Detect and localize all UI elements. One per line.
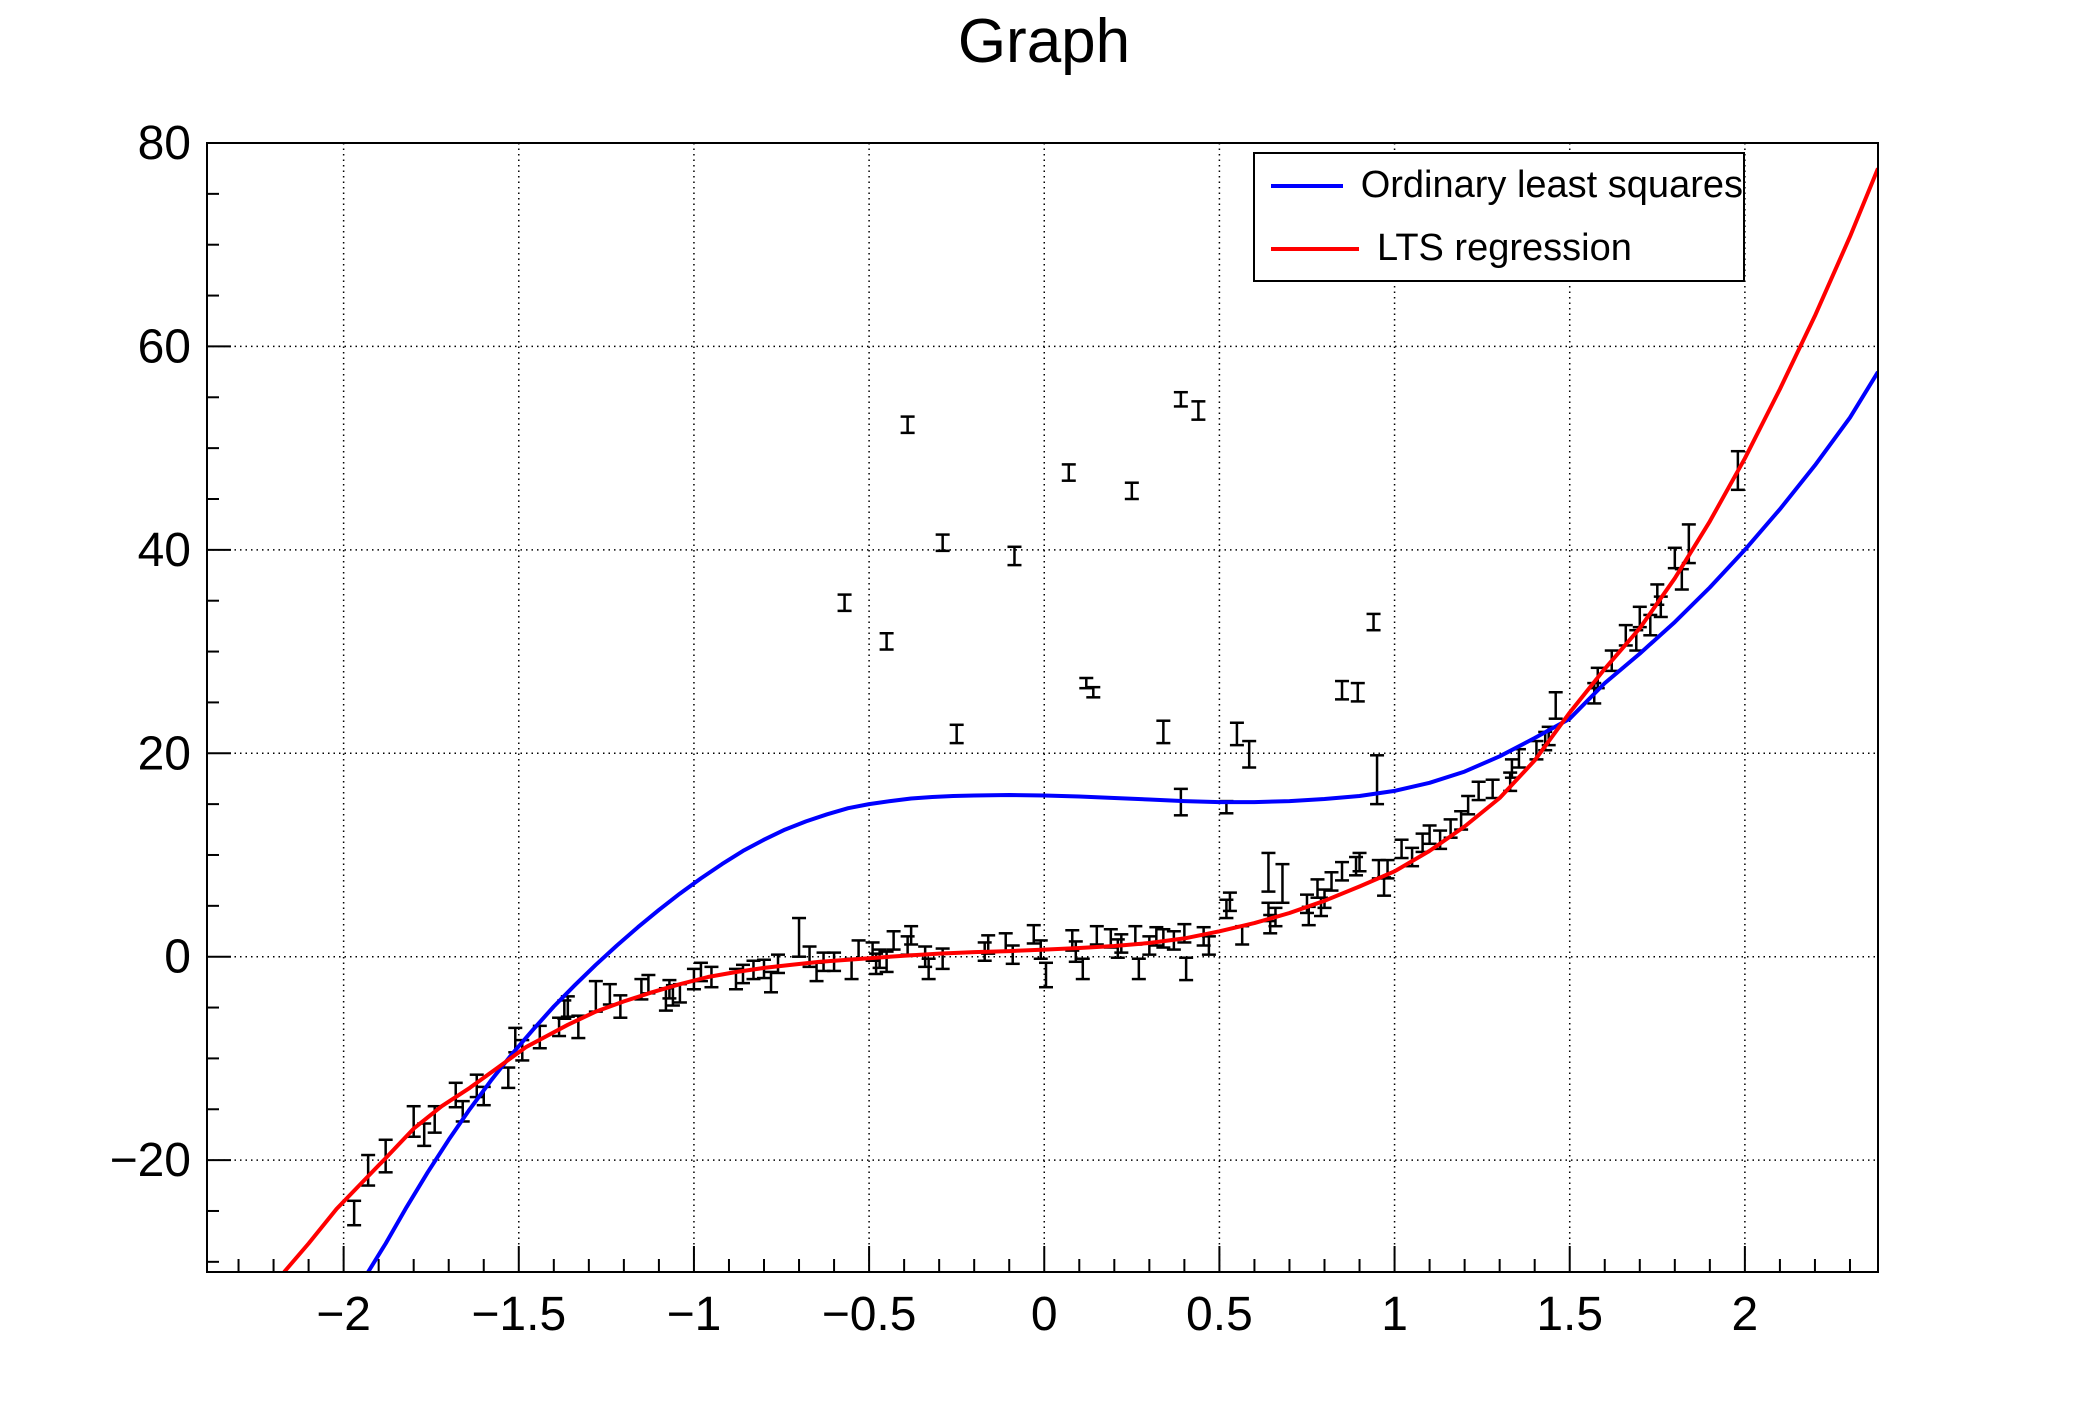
plot-frame [206, 142, 1879, 1273]
legend-item-lts: LTS regression [1255, 217, 1743, 280]
y-axis-label: 80 [138, 117, 191, 170]
x-axis-label: −1.5 [471, 1288, 566, 1341]
lts-curve [282, 167, 1878, 1272]
lts-line-swatch [1271, 246, 1359, 251]
legend-label-ols: Ordinary least squares [1360, 164, 1743, 206]
y-axis-label: −20 [110, 1134, 191, 1187]
x-axis-label: 1.5 [1536, 1288, 1603, 1341]
x-axis-label: −1 [667, 1288, 722, 1341]
legend-box: Ordinary least squares LTS regression [1253, 152, 1745, 282]
y-axis-label: 40 [138, 524, 191, 577]
x-axis-label: 1 [1381, 1288, 1408, 1341]
ols-line-swatch [1271, 183, 1343, 188]
x-axis-label: −0.5 [822, 1288, 917, 1341]
chart-title: Graph [957, 7, 1131, 76]
legend-label-lts: LTS regression [1377, 227, 1632, 269]
x-axis-label: 2 [1732, 1288, 1759, 1341]
ols-curve [366, 370, 1878, 1272]
x-axis-label: 0 [1031, 1288, 1058, 1341]
legend-item-ols: Ordinary least squares [1255, 154, 1743, 217]
y-axis-label: 0 [164, 931, 191, 984]
x-axis-label: 0.5 [1186, 1288, 1253, 1341]
y-axis-label: 60 [138, 320, 191, 373]
y-axis-label: 20 [138, 727, 191, 780]
x-axis-label: −2 [316, 1288, 371, 1341]
